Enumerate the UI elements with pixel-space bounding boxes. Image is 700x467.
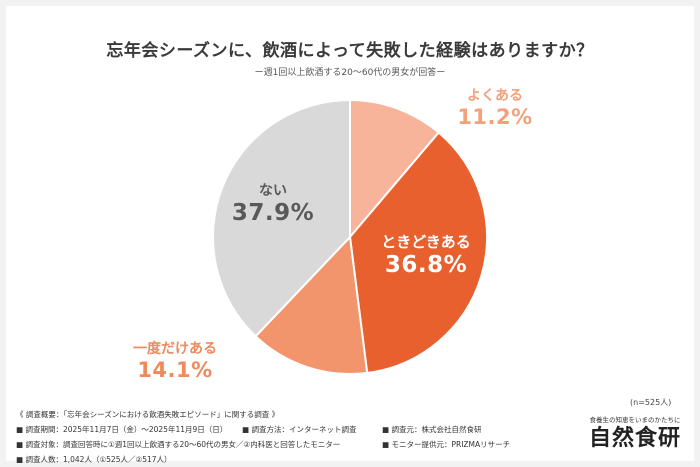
chart-subtitle: ー週1回以上飲酒する20〜60代の男女が回答ー [254, 68, 446, 78]
survey-method: ■ 調査方法：インターネット調査 [242, 425, 357, 434]
label-yoku-aru: よくある 11.2% [440, 85, 550, 129]
chart-title: 忘年会シーズンに、飲酒によって失敗した経験はありますか？ [106, 41, 594, 61]
pie-slice-1 [348, 131, 488, 375]
label-ichido-dake-aru: 一度だけある 14.1% [120, 338, 230, 382]
survey-count: ■ 調査人数：1,042人（①525人／②517人） [16, 455, 172, 464]
label-nai-pct: 37.9% [231, 200, 315, 226]
brand-logo: 自然食研 [588, 425, 681, 451]
sample-size-note: (n=525人) [630, 398, 672, 407]
label-tokidoki-aru-name: ときどきある [381, 233, 471, 251]
survey-provider: ■ モニター提供元：PRIZMAリサーチ [382, 440, 511, 449]
label-nai-name: ない [259, 183, 287, 199]
pie-slice-3 [212, 98, 351, 338]
pie-slice-0 [349, 98, 441, 240]
label-ichido-dake-aru-pct: 14.1% [137, 358, 213, 382]
survey-source: ■ 調査元：株式会社自然食研 [382, 425, 482, 434]
survey-target: ■ 調査対象：調査回答時に①週1回以上飲酒する20〜60代の男女／②内科医と回答… [16, 440, 341, 449]
survey-period: ■ 調査期間：2025年11月7日（金）〜2025年11月9日（日） [16, 425, 228, 434]
brand-block: 食養生の知恵をいまのかたちに 自然食研 [580, 414, 690, 452]
brand-tagline: 食養生の知恵をいまのかたちに [589, 416, 681, 424]
label-tokidoki-aru-pct: 36.8% [384, 252, 468, 278]
label-ichido-dake-aru-name: 一度だけある [133, 341, 217, 357]
pie-slice-2 [254, 234, 369, 375]
label-yoku-aru-pct: 11.2% [457, 105, 533, 129]
label-tokidoki-aru: ときどきある 36.8% [366, 231, 486, 278]
label-nai: ない 37.9% [228, 180, 318, 226]
label-yoku-aru-name: よくある [467, 88, 523, 104]
survey-overview: 《 調査概要：「忘年会シーズンにおける飲酒失敗エピソード」に関する調査 》 [16, 410, 280, 419]
survey-footer: 《 調査概要：「忘年会シーズンにおける飲酒失敗エピソード」に関する調査 》 ■ … [16, 407, 576, 467]
